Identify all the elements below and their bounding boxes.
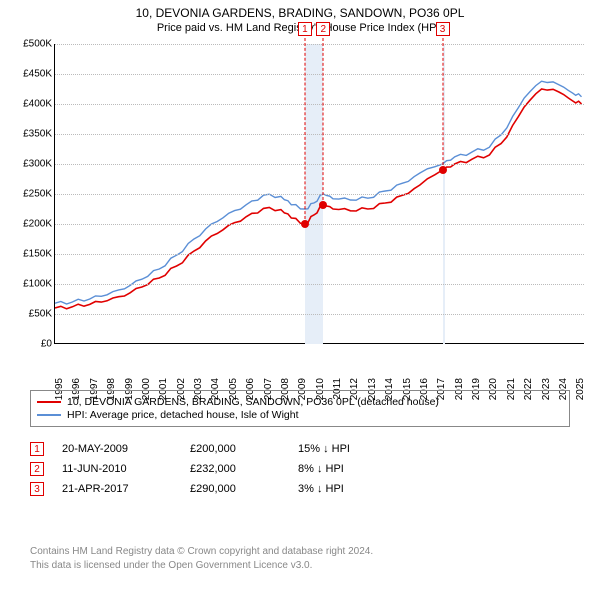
- series-hpi: [55, 81, 582, 304]
- credits-line-1: Contains HM Land Registry data © Crown c…: [30, 545, 570, 559]
- gridline: [55, 224, 584, 225]
- y-tick-label: £0: [41, 339, 52, 350]
- sale-diff: 3% ↓ HPI: [298, 483, 418, 495]
- sale-price: £232,000: [190, 463, 280, 475]
- sale-row: 1 20-MAY-2009 £200,000 15% ↓ HPI: [30, 442, 570, 456]
- marker-dot: [319, 201, 327, 209]
- y-tick-label: £450K: [23, 69, 52, 80]
- legend: 10, DEVONIA GARDENS, BRADING, SANDOWN, P…: [30, 390, 570, 427]
- sale-price: £200,000: [190, 443, 280, 455]
- y-tick-label: £250K: [23, 189, 52, 200]
- legend-row: HPI: Average price, detached house, Isle…: [37, 409, 563, 421]
- marker-line: [442, 38, 443, 170]
- gridline: [55, 284, 584, 285]
- x-tick-label: 2025: [575, 378, 586, 400]
- title-address: 10, DEVONIA GARDENS, BRADING, SANDOWN, P…: [0, 6, 600, 20]
- y-axis-labels: £0£50K£100K£150K£200K£250K£300K£350K£400…: [10, 44, 54, 344]
- gridline: [55, 164, 584, 165]
- sale-date: 20-MAY-2009: [62, 443, 172, 455]
- sale-date: 21-APR-2017: [62, 483, 172, 495]
- marker-flag: 2: [316, 22, 330, 36]
- sale-diff: 15% ↓ HPI: [298, 443, 418, 455]
- gridline: [55, 74, 584, 75]
- legend-swatch: [37, 414, 61, 416]
- gridline: [55, 134, 584, 135]
- y-tick-label: £300K: [23, 159, 52, 170]
- credits: Contains HM Land Registry data © Crown c…: [30, 545, 570, 572]
- sales-table: 1 20-MAY-2009 £200,000 15% ↓ HPI 2 11-JUN-201…: [30, 436, 570, 502]
- gridline: [55, 254, 584, 255]
- legend-row: 10, DEVONIA GARDENS, BRADING, SANDOWN, P…: [37, 396, 563, 408]
- marker-flag: 1: [298, 22, 312, 36]
- marker-dot: [301, 220, 309, 228]
- credits-line-2: This data is licensed under the Open Gov…: [30, 559, 570, 573]
- gridline: [55, 44, 584, 45]
- legend-label: HPI: Average price, detached house, Isle…: [67, 409, 299, 421]
- y-tick-label: £150K: [23, 249, 52, 260]
- marker-flag: 3: [436, 22, 450, 36]
- sale-price: £290,000: [190, 483, 280, 495]
- sale-row: 3 21-APR-2017 £290,000 3% ↓ HPI: [30, 482, 570, 496]
- legend-swatch: [37, 401, 61, 403]
- gridline: [55, 314, 584, 315]
- x-axis-labels: 1995199619971998199920002001200220032004…: [54, 344, 584, 384]
- sale-date: 11-JUN-2010: [62, 463, 172, 475]
- marker-line: [304, 38, 305, 224]
- plot-area: 123: [54, 44, 584, 344]
- sale-diff: 8% ↓ HPI: [298, 463, 418, 475]
- y-tick-label: £50K: [29, 309, 52, 320]
- y-tick-label: £350K: [23, 129, 52, 140]
- sale-flag: 3: [30, 482, 44, 496]
- gridline: [55, 194, 584, 195]
- marker-line: [323, 38, 324, 205]
- y-tick-label: £200K: [23, 219, 52, 230]
- sale-row: 2 11-JUN-2010 £232,000 8% ↓ HPI: [30, 462, 570, 476]
- legend-label: 10, DEVONIA GARDENS, BRADING, SANDOWN, P…: [67, 396, 439, 408]
- y-tick-label: £500K: [23, 39, 52, 50]
- gridline: [55, 104, 584, 105]
- sale-flag: 2: [30, 462, 44, 476]
- y-tick-label: £400K: [23, 99, 52, 110]
- y-tick-label: £100K: [23, 279, 52, 290]
- sale-flag: 1: [30, 442, 44, 456]
- chart-container: 10, DEVONIA GARDENS, BRADING, SANDOWN, P…: [0, 0, 600, 590]
- marker-dot: [439, 166, 447, 174]
- chart-area: £0 £50K £100K £150K £200K £250K £300K £350K £400…: [10, 44, 590, 384]
